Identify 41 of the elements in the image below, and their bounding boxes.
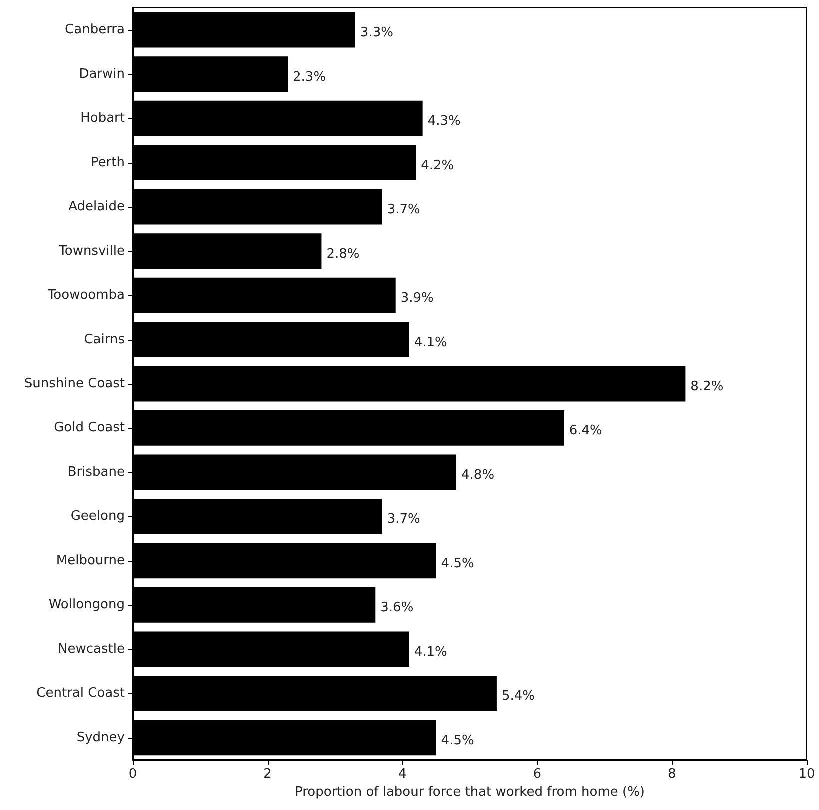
y-tick-label: Toowoomba — [46, 288, 125, 304]
x-axis-title: Proportion of labour force that worked from home (%) — [294, 785, 646, 800]
y-tick-label: Townsville — [58, 244, 125, 259]
x-tick-label: 0 — [128, 767, 138, 782]
y-tick-label: Canberra — [65, 22, 125, 38]
data-label: 6.4% — [569, 424, 602, 439]
y-tick-label: Brisbane — [68, 464, 125, 480]
data-label: 4.1% — [414, 644, 448, 660]
data-label: 5.4% — [502, 689, 535, 704]
data-label: 3.6% — [380, 600, 414, 616]
y-tick-label: Central Coast — [36, 686, 125, 702]
data-label: 3.7% — [387, 512, 420, 528]
y-tick-label: Newcastle — [58, 642, 125, 657]
data-label: 4.3% — [428, 114, 461, 130]
y-tick-label: Sunshine Coast — [24, 376, 125, 392]
x-tick-label: 6 — [533, 767, 542, 782]
y-tick-label: Gold Coast — [54, 420, 125, 436]
data-label: 4.1% — [414, 335, 448, 350]
y-tick-label: Melbourne — [56, 553, 125, 568]
data-label: 2.8% — [326, 246, 360, 262]
y-tick-label: Hobart — [80, 111, 125, 126]
y-tick-label: Cairns — [84, 332, 126, 348]
data-label: 3.9% — [400, 291, 434, 306]
y-tick-label: Geelong — [70, 509, 125, 524]
y-tick-label: Wollongong — [48, 598, 125, 613]
x-tick-label: 10 — [798, 767, 816, 782]
y-tick-label: Sydney — [76, 730, 126, 746]
data-label: 3.3% — [360, 26, 394, 41]
data-label: 4.5% — [441, 556, 474, 572]
data-label: 3.7% — [387, 202, 420, 218]
data-label: 4.5% — [441, 733, 474, 748]
x-tick-label: 8 — [668, 767, 676, 782]
data-label: 2.3% — [293, 70, 326, 85]
x-tick-label: 4 — [398, 767, 407, 782]
data-label: 4.2% — [421, 158, 454, 174]
x-tick-label: 2 — [264, 767, 272, 782]
y-tick-label: Adelaide — [68, 200, 125, 215]
y-tick-label: Perth — [90, 155, 125, 170]
y-tick-label: Darwin — [79, 66, 125, 82]
data-label: 8.2% — [690, 380, 724, 394]
data-label: 4.8% — [462, 468, 495, 483]
